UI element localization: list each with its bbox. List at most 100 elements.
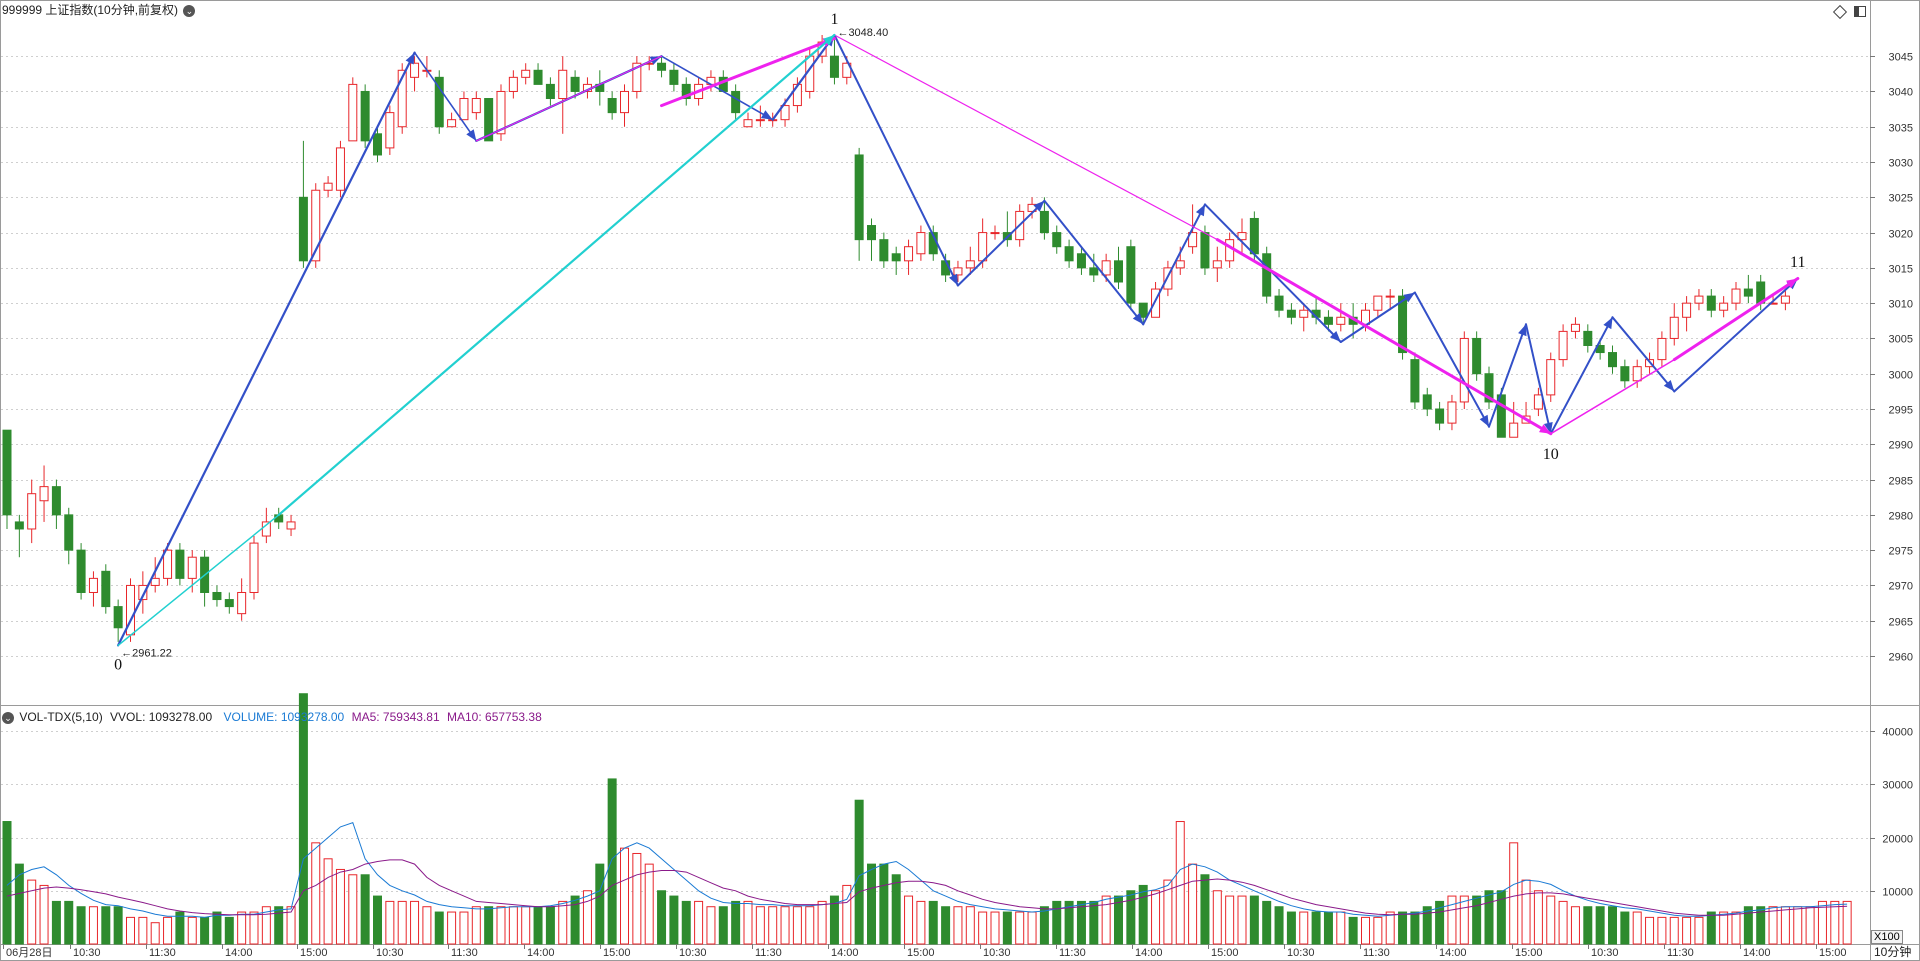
candle-body (434, 76, 444, 128)
candle-down (1323, 310, 1333, 332)
wave-arrowhead (1329, 331, 1341, 342)
candle-body (1249, 217, 1259, 255)
candle-body (1546, 359, 1556, 396)
volume-bar-up (397, 900, 407, 945)
wave-cyan-line (117, 514, 280, 647)
ma5-value: MA5: 759343.81 (351, 710, 440, 724)
low-price-annotation: ←2961.22 (121, 647, 172, 659)
wave-blue-line (117, 51, 416, 647)
volume-bar-down (200, 916, 210, 945)
candle-up (237, 578, 247, 621)
candlestick-series[interactable] (2, 35, 1790, 642)
volume-bar-up (1533, 890, 1543, 945)
wave-arrowhead (1033, 200, 1045, 212)
volume-bar-up (471, 906, 481, 945)
time-tick-label: 10:30 (1287, 947, 1315, 959)
candle-up (335, 140, 345, 198)
wave-blue-line (833, 34, 959, 287)
chevron-down-icon[interactable]: ⌄ (2, 711, 14, 724)
candle-body (1323, 316, 1333, 325)
candle-down (657, 56, 667, 78)
candle-body (163, 549, 173, 579)
candle-down (854, 147, 864, 261)
volume-bar-down (64, 900, 74, 945)
candle-body (1398, 295, 1408, 354)
price-tick-label: 2975 (1889, 546, 1913, 558)
candle-up (410, 56, 420, 92)
candle-body (1101, 260, 1111, 276)
candle-up (1657, 331, 1667, 367)
time-tick-label: 10:30 (73, 947, 101, 959)
candle-up (1336, 303, 1346, 332)
volume-bar-down (891, 874, 901, 945)
candle-body (224, 599, 234, 608)
candle-down (1706, 289, 1716, 318)
candle-body (410, 62, 420, 78)
wave-blue-line (1339, 291, 1416, 343)
wave-blue-line (413, 51, 478, 142)
candle-down (1052, 225, 1062, 254)
volume-indicator-name: VOL-TDX(5,10) (19, 710, 103, 724)
candle-up (521, 63, 531, 85)
wave-arrowhead (1403, 292, 1415, 303)
wave-label-1: 1 (830, 11, 838, 28)
wave-blue-line (956, 199, 1046, 287)
candle-body (1212, 260, 1222, 269)
candle-body (953, 267, 963, 276)
diamond-icon[interactable] (1832, 4, 1848, 19)
candle-body (298, 196, 308, 262)
wave-magenta-line (1672, 277, 1800, 362)
candle-down (224, 592, 234, 614)
volume-bar-down (360, 874, 370, 945)
candle-down (1076, 246, 1086, 275)
volume-bar-down (1484, 890, 1494, 945)
candle-down (298, 140, 308, 268)
volume-bar-down (224, 916, 234, 945)
candle-body (1373, 295, 1383, 311)
candle-body (1533, 394, 1543, 410)
candle-down (1743, 274, 1753, 304)
volume-bar-down (1398, 911, 1408, 945)
volume-bar-up (150, 922, 160, 945)
candle-up (1682, 296, 1692, 332)
volume-bar-down (274, 906, 284, 945)
candle-down (1484, 366, 1494, 410)
candle-down (76, 543, 86, 600)
candle-body (2, 429, 12, 516)
candle-body (27, 493, 37, 530)
volume-bar-up (792, 906, 802, 945)
candle-body (1657, 337, 1667, 361)
volume-bars[interactable] (2, 693, 1852, 945)
volume-ma-lines (6, 821, 1848, 918)
volume-bar-up (138, 916, 148, 945)
time-tick-label: 11:30 (149, 947, 176, 959)
candle-up (1212, 246, 1222, 282)
period-button[interactable]: 10分钟 (1874, 945, 1912, 959)
time-tick-label: 10:30 (1591, 947, 1619, 959)
volume-bar-up (1669, 916, 1679, 945)
wave-blue-line (771, 33, 836, 121)
candle-up (187, 550, 197, 593)
candle-down (1286, 303, 1296, 325)
volume-bar-up (1842, 900, 1852, 945)
candle-body (138, 584, 148, 601)
wave-arrowhead (1603, 317, 1613, 330)
volume-bar-up (237, 911, 247, 945)
price-tick-label: 2970 (1889, 581, 1913, 593)
volume-bar-up (755, 906, 765, 945)
candle-body (1706, 295, 1716, 311)
volume-bar-up (990, 911, 1000, 945)
window-icon[interactable] (1854, 6, 1867, 18)
candle-down (545, 77, 555, 106)
candle-body (323, 182, 333, 191)
chevron-down-icon[interactable]: ⌄ (183, 4, 196, 17)
wave-magenta-line (1550, 358, 1676, 435)
wave-magenta-line (660, 37, 836, 108)
price-tick-label: 3010 (1889, 299, 1913, 311)
time-tick-label: 14:00 (1743, 947, 1771, 959)
volume-bar-up (1780, 906, 1790, 945)
volume-bar-up (842, 884, 852, 945)
volume-bar-down (928, 900, 938, 945)
candle-up (1237, 218, 1247, 254)
candle-up (496, 84, 506, 141)
